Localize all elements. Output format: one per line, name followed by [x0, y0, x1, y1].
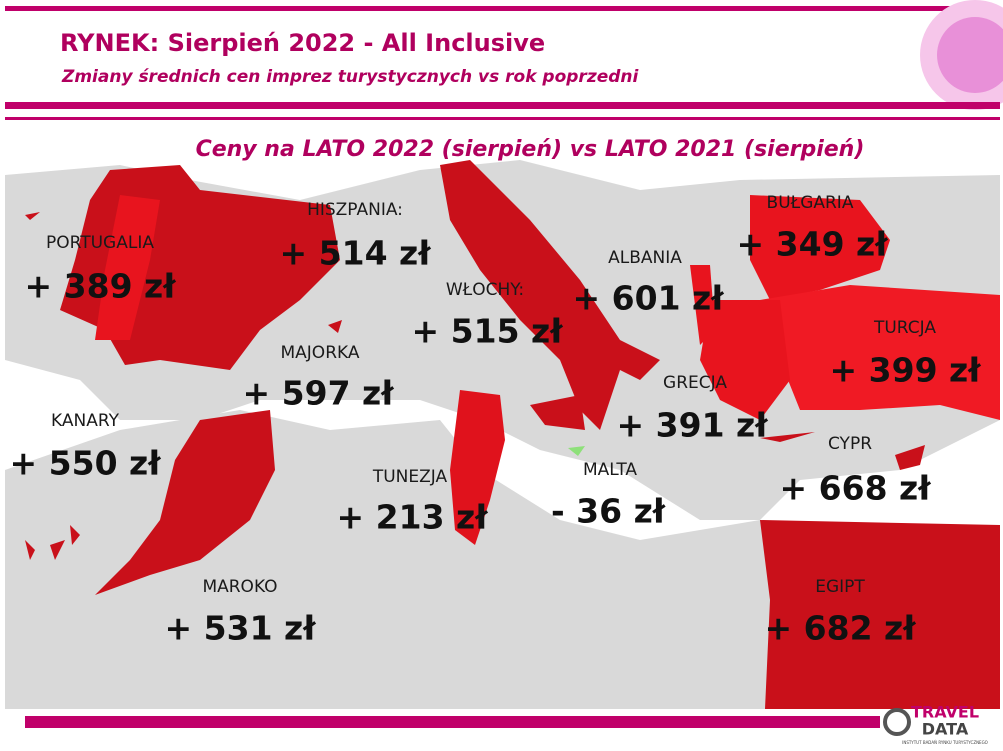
country-name: MAJORKA: [281, 343, 360, 363]
country-name: WŁOCHY:: [446, 280, 524, 300]
country-price: + 597 zł: [243, 374, 395, 413]
greece-shape: [700, 300, 790, 420]
country-labels: PORTUGALIA + 389 zł HISZPANIA: + 514 zł WŁOC…: [10, 193, 982, 648]
italy-shape: [440, 160, 660, 430]
country-shapes: [25, 160, 1000, 709]
country-name: MALTA: [583, 460, 637, 480]
header-rule: [5, 102, 1000, 109]
header-rule: [5, 117, 1000, 120]
title: RYNEK: Sierpień 2022 - All Inclusive: [60, 29, 545, 57]
country-name: TUNEZJA: [372, 467, 448, 487]
country-name: ALBANIA: [608, 248, 682, 268]
country-name: PORTUGALIA: [46, 233, 154, 253]
country-name: BUŁGARIA: [767, 193, 854, 213]
country-name: GRECJA: [663, 373, 727, 393]
country-price: + 389 zł: [25, 267, 177, 306]
turkey-shape: [760, 285, 1000, 420]
country-price: + 531 zł: [165, 609, 317, 648]
country-price: + 682 zł: [765, 609, 917, 648]
globe-decoration: [937, 17, 1003, 93]
country-price: + 668 zł: [780, 469, 932, 508]
section-heading: Ceny na LATO 2022 (sierpień) vs LATO 202…: [196, 137, 865, 162]
sicily-shape: [530, 395, 585, 430]
country-price: + 391 zł: [617, 406, 769, 445]
country-name: EGIPT: [815, 577, 865, 597]
logo-bottom: DATA: [922, 720, 969, 739]
tunisia-shape: [450, 390, 505, 545]
cyprus-shape: [895, 445, 925, 470]
country-name: KANARY: [51, 411, 120, 431]
top-rule: [5, 6, 1000, 11]
country-name: TURCJA: [873, 318, 936, 338]
footer-rule: [25, 716, 880, 728]
islet-shape: [25, 212, 40, 220]
logo-top: TRAVEL: [911, 703, 979, 722]
country-name: CYPR: [828, 434, 872, 454]
country-price: + 213 zł: [337, 498, 489, 537]
country-price: + 399 zł: [830, 351, 982, 390]
canary-shapes: [25, 525, 80, 560]
portugal-shape: [95, 195, 160, 340]
country-price: + 601 zł: [573, 279, 725, 318]
country-price: + 515 zł: [412, 312, 564, 351]
country-price: + 514 zł: [280, 234, 432, 273]
bulgaria-shape: [750, 195, 890, 300]
malta-shape: [568, 446, 585, 456]
logo-mark: [883, 708, 911, 736]
egypt-shape: [760, 520, 1000, 709]
country-name: HISZPANIA:: [307, 200, 403, 220]
country-price: + 349 zł: [737, 225, 889, 264]
subtitle: Zmiany średnich cen imprez turystycznych…: [61, 67, 640, 87]
country-price: + 550 zł: [10, 444, 162, 483]
crete-shape: [760, 432, 815, 442]
logo-caption: INSTYTUT BADAŃ RYNKU TURYSTYCZNEGO: [902, 740, 988, 745]
morocco-shape: [95, 410, 275, 595]
majorca-shape: [328, 320, 342, 333]
country-price: - 36 zł: [551, 492, 666, 531]
country-name: MAROKO: [202, 577, 277, 597]
